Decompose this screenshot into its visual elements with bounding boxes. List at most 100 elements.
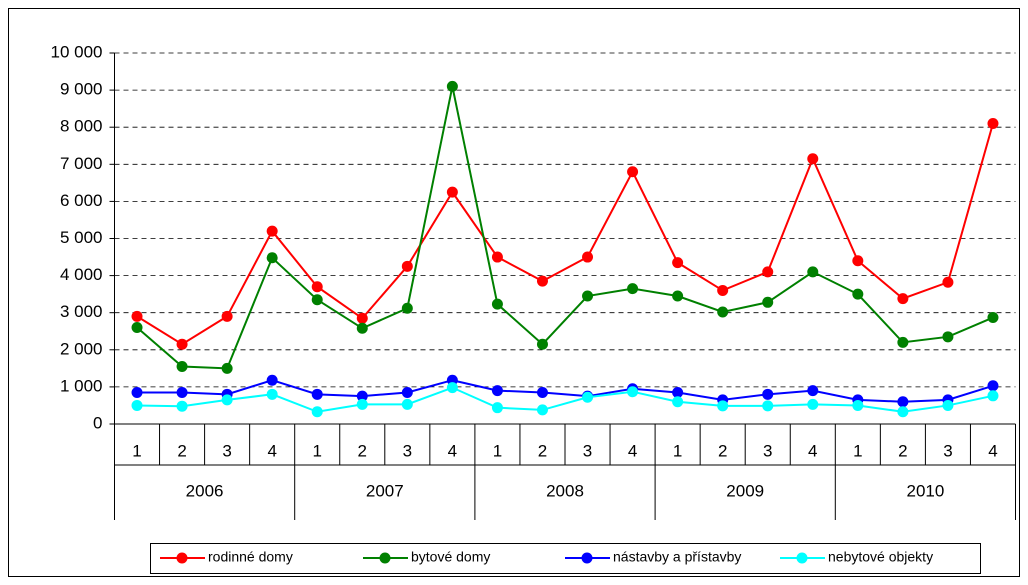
point [176,386,188,398]
point [266,225,278,237]
y-tick-label: 3 000 [60,302,103,321]
legend-label: nástavby a přístavby [613,549,741,565]
point [536,386,548,398]
legend-marker [176,552,188,564]
point [717,306,729,318]
point [131,322,143,334]
point [987,312,999,324]
x-tick-label: 1 [673,441,682,460]
point [311,294,323,306]
x-tick-label: 3 [403,441,412,460]
point [627,283,639,295]
point [897,293,909,305]
y-tick-label: 5 000 [60,228,103,247]
point [491,385,503,397]
point [897,396,909,408]
point [942,399,954,411]
y-tick-label: 4 000 [60,265,103,284]
legend: rodinné domy bytové domy nástavby a přísta… [150,543,981,574]
point [266,388,278,400]
y-tick-label: 7 000 [60,154,103,173]
point [852,399,864,411]
x-tick-label: 3 [222,441,231,460]
x-tick-label: 2 [718,441,727,460]
point [176,400,188,412]
legend-label: nebytové objekty [828,549,933,565]
point [446,382,458,394]
point [582,290,594,302]
x-tick-label: 1 [132,441,141,460]
point [401,398,413,410]
point [356,398,368,410]
point [311,406,323,418]
point [582,251,594,263]
y-tick-label: 8 000 [60,117,103,136]
point [356,312,368,324]
point [852,255,864,267]
point [987,117,999,129]
x-tick-label: 4 [628,441,637,460]
x-tick-label: 4 [267,441,276,460]
point [942,276,954,288]
x-tick-label: 3 [763,441,772,460]
point [491,251,503,263]
x-tick-label: 3 [583,441,592,460]
legend-label: rodinné domy [208,549,293,565]
point [582,391,594,403]
point [672,257,684,269]
point [762,296,774,308]
point [536,338,548,350]
point [852,288,864,300]
point [311,388,323,400]
point [221,310,233,322]
point [446,80,458,92]
series-line [137,379,994,403]
x-tick-label: 1 [312,441,321,460]
series-line [136,86,994,370]
group-label: 2007 [366,481,404,500]
point [221,362,233,374]
group-label: 2006 [186,481,224,500]
point [266,374,278,386]
point [897,336,909,348]
point [491,402,503,414]
point [356,390,368,402]
point [807,385,819,397]
point [356,322,368,334]
y-tick-label: 10 000 [51,42,103,61]
y-tick-label: 2 000 [60,339,103,358]
x-tick-label: 2 [898,441,907,460]
point [627,386,639,398]
point [131,310,143,322]
legend-marker [379,552,391,564]
point [672,386,684,398]
point [627,166,639,178]
point [131,386,143,398]
point [717,400,729,412]
point [176,360,188,372]
point [762,388,774,400]
point [807,153,819,165]
legend-label: bytové domy [411,549,490,565]
series-line [137,386,994,413]
point [446,186,458,198]
point [942,331,954,343]
x-tick-label: 4 [448,441,457,460]
point [176,338,188,350]
point [491,298,503,310]
y-tick-label: 9 000 [60,80,103,99]
legend-marker [796,552,808,564]
y-tick-label: 6 000 [60,191,103,210]
point [401,386,413,398]
point [536,275,548,287]
y-tick-label: 1 000 [60,376,103,395]
x-tick-label: 2 [177,441,186,460]
point [311,281,323,293]
point [401,302,413,314]
point [807,398,819,410]
x-tick-label: 4 [808,441,817,460]
point [401,260,413,272]
point [987,390,999,402]
point [807,266,819,278]
